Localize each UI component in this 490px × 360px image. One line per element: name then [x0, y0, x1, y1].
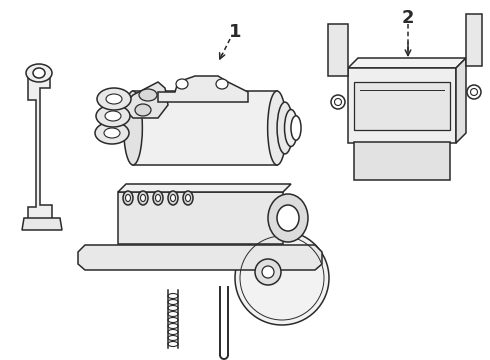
Ellipse shape — [183, 191, 193, 205]
Ellipse shape — [262, 266, 274, 278]
Ellipse shape — [105, 111, 121, 121]
Ellipse shape — [235, 231, 329, 325]
Ellipse shape — [268, 194, 308, 242]
Ellipse shape — [125, 194, 130, 202]
Ellipse shape — [141, 194, 146, 202]
Ellipse shape — [186, 194, 191, 202]
Ellipse shape — [171, 194, 175, 202]
Ellipse shape — [104, 128, 120, 138]
Ellipse shape — [285, 109, 297, 147]
Ellipse shape — [291, 116, 301, 140]
Polygon shape — [125, 82, 168, 118]
Bar — [328, 24, 348, 76]
Text: 1: 1 — [229, 23, 241, 41]
Bar — [466, 14, 482, 66]
Ellipse shape — [216, 79, 228, 89]
Ellipse shape — [168, 191, 178, 205]
Bar — [354, 142, 450, 180]
Ellipse shape — [95, 122, 129, 144]
Polygon shape — [28, 75, 52, 220]
Polygon shape — [78, 245, 322, 270]
Ellipse shape — [331, 95, 345, 109]
Ellipse shape — [33, 68, 45, 78]
Text: 2: 2 — [402, 9, 414, 27]
Ellipse shape — [138, 191, 148, 205]
Polygon shape — [22, 218, 62, 230]
Bar — [118, 192, 283, 244]
Ellipse shape — [153, 191, 163, 205]
Polygon shape — [118, 184, 291, 192]
Ellipse shape — [277, 205, 299, 231]
Ellipse shape — [467, 85, 481, 99]
Ellipse shape — [139, 89, 157, 101]
Ellipse shape — [277, 102, 293, 154]
Ellipse shape — [155, 194, 161, 202]
Bar — [133, 91, 277, 165]
Polygon shape — [158, 76, 248, 102]
Polygon shape — [348, 68, 456, 143]
Polygon shape — [348, 58, 466, 68]
Ellipse shape — [255, 259, 281, 285]
Bar — [354, 82, 450, 130]
Polygon shape — [456, 58, 466, 143]
Ellipse shape — [135, 104, 151, 116]
Ellipse shape — [123, 191, 133, 205]
Ellipse shape — [176, 79, 188, 89]
Ellipse shape — [123, 91, 143, 165]
Ellipse shape — [97, 88, 131, 110]
Ellipse shape — [26, 64, 52, 82]
Ellipse shape — [96, 105, 130, 127]
Ellipse shape — [268, 91, 286, 165]
Ellipse shape — [106, 94, 122, 104]
